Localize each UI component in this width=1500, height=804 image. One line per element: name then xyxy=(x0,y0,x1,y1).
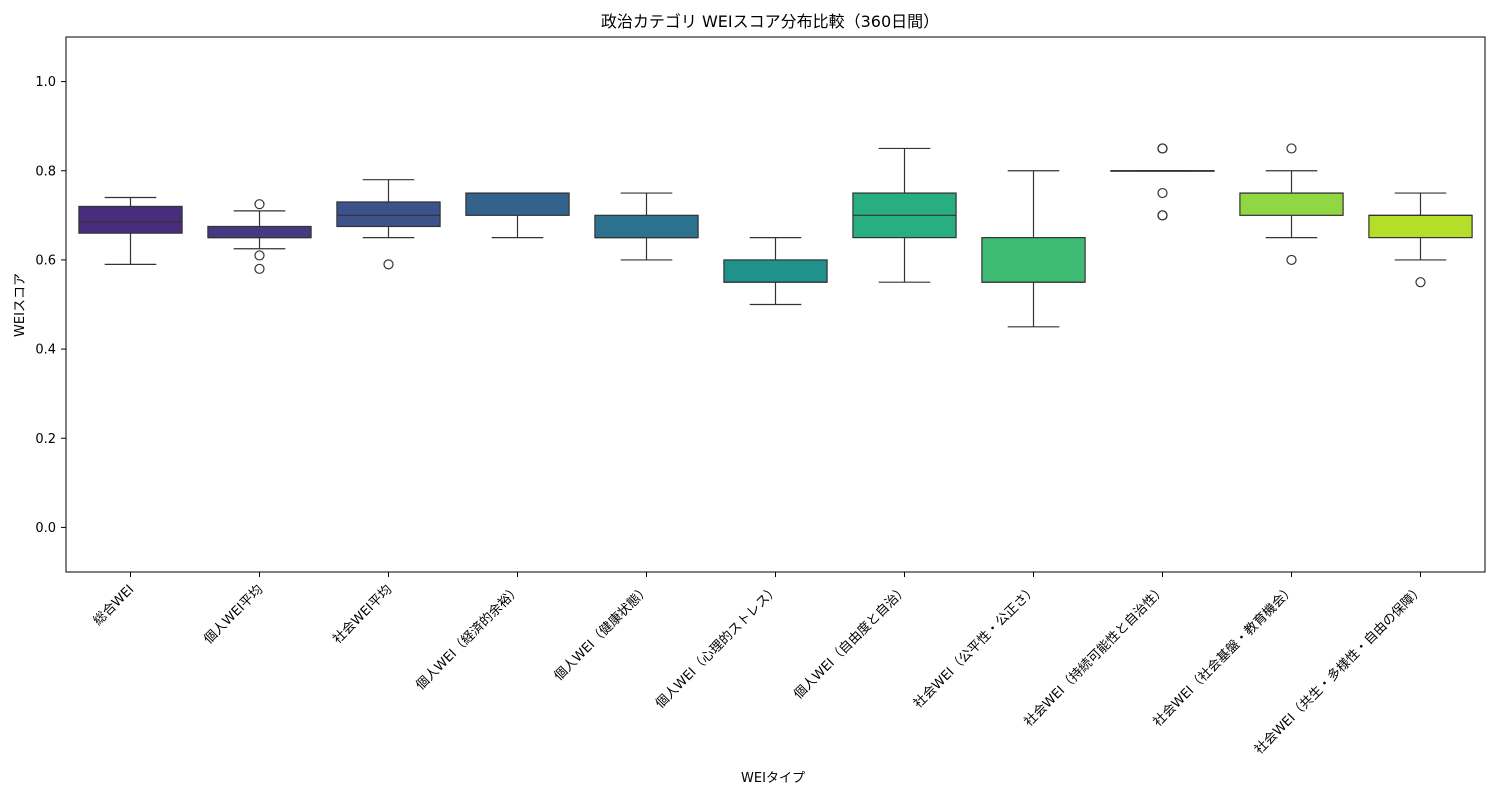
outlier-8-4 xyxy=(1157,210,1168,221)
x-axis-title: WEIタイプ xyxy=(741,771,805,786)
outlier-9-0 xyxy=(1286,143,1297,154)
box-1 xyxy=(207,225,312,239)
outlier-1-0 xyxy=(254,199,265,210)
box-9 xyxy=(1239,192,1344,216)
box-2 xyxy=(336,201,441,228)
y-axis-title: WEIスコア xyxy=(13,273,28,337)
y-tick-label-0: 0.0 xyxy=(35,521,56,536)
outlier-8-2 xyxy=(1157,187,1168,199)
x-tick-label-4: 個人WEI（健康状態） xyxy=(551,582,653,684)
y-tick-label-1: 0.2 xyxy=(35,432,56,447)
x-tick-label-3: 個人WEI（経済的余裕） xyxy=(413,582,525,694)
x-tick-label-7: 社会WEI（公平性・公正さ） xyxy=(910,582,1040,712)
outlier-9-1 xyxy=(1286,254,1297,266)
y-tick-label-5: 1.0 xyxy=(35,75,56,90)
x-tick-label-8: 社会WEI（持続可能性と自治性） xyxy=(1021,582,1169,730)
x-tick-label-9: 社会WEI（社会基盤・教育機会） xyxy=(1150,582,1298,730)
box-7 xyxy=(981,237,1086,283)
x-tick-label-2: 社会WEI平均 xyxy=(330,582,396,648)
outlier-1-1 xyxy=(254,250,265,261)
x-tick-label-1: 個人WEI平均 xyxy=(201,582,266,647)
box-3 xyxy=(465,192,570,216)
y-tick-label-3: 0.6 xyxy=(35,253,56,268)
x-tick-label-5: 個人WEI（心理的ストレス） xyxy=(652,582,782,712)
y-tick-label-2: 0.4 xyxy=(35,343,56,358)
outlier-8-1 xyxy=(1157,143,1168,154)
x-tick-label-6: 個人WEI（自由度と自治） xyxy=(790,582,911,703)
box-4 xyxy=(594,214,699,239)
outlier-1-2 xyxy=(254,263,265,274)
box-0 xyxy=(78,205,183,234)
box-5 xyxy=(723,259,828,283)
chart-title: 政治カテゴリ WEIスコア分布比較（360日間） xyxy=(601,12,939,31)
outlier-10-0 xyxy=(1415,277,1426,288)
box-10 xyxy=(1368,214,1473,239)
y-tick-label-4: 0.8 xyxy=(35,164,56,179)
x-tick-label-0: 総合WEI xyxy=(91,582,138,629)
outlier-2-0 xyxy=(383,259,394,270)
